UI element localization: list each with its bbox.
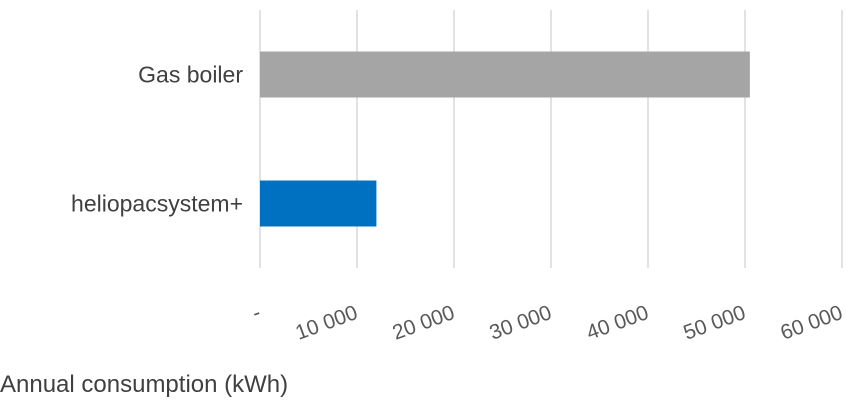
category-label: Gas boiler xyxy=(138,62,243,88)
bars xyxy=(260,51,750,227)
tick-label: 10 000 xyxy=(292,301,360,345)
tick-label: 20 000 xyxy=(389,301,457,345)
tick-label: 30 000 xyxy=(486,301,554,345)
tick-label: 40 000 xyxy=(583,301,651,345)
category-labels: Gas boiler heliopacsystem+ xyxy=(71,62,243,217)
gridlines xyxy=(259,10,843,268)
tick-label: 60 000 xyxy=(777,301,845,345)
tick-label: 50 000 xyxy=(680,301,748,345)
bar xyxy=(260,51,750,98)
bar xyxy=(260,180,377,227)
category-label: heliopacsystem+ xyxy=(71,191,243,217)
x-axis-title: Annual consumption (kWh) xyxy=(0,371,288,398)
tick-label: - xyxy=(249,301,263,325)
x-tick-labels: - 10 000 20 000 30 000 40 000 50 000 60 000 xyxy=(249,301,845,345)
